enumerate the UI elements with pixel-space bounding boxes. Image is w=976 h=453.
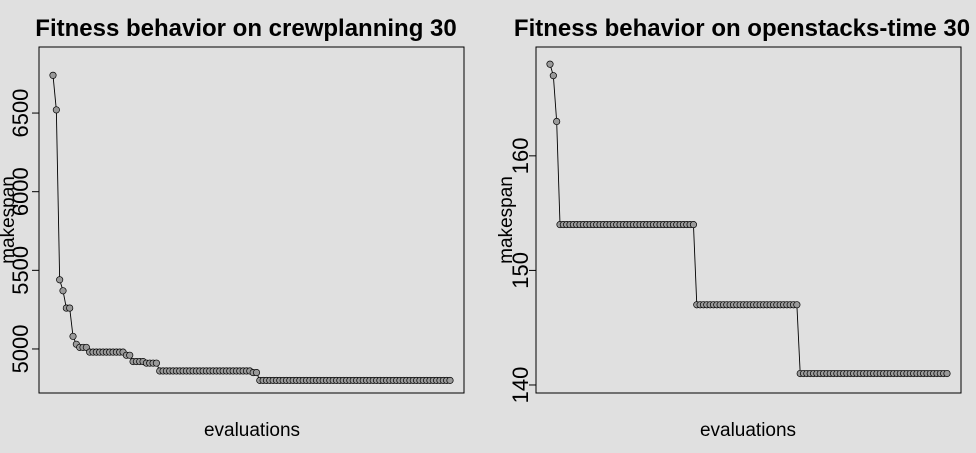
panel-1-plot-area: [38, 46, 465, 394]
panel-1-data-point: [66, 304, 74, 312]
panel-2-y-tick-label: 160: [508, 137, 533, 174]
panel-2-y-axis-label: makespan: [496, 176, 517, 264]
panel-1-title: Fitness behavior on crewplanning 30: [35, 15, 456, 42]
panel-1-data-point: [56, 276, 64, 284]
panel-1-y-tick-label: 5000: [8, 324, 33, 373]
panel-1-y-tick-label: 6000: [8, 167, 33, 216]
panel-1-y-ticks: 5000 5500 6000 6500: [8, 89, 39, 373]
panel-2-y-tick-label: 150: [508, 252, 533, 289]
panel-1-y-tick-label: 5500: [8, 246, 33, 295]
panel-2-x-axis-label: evaluations: [700, 420, 796, 441]
panel-1-data-point: [126, 351, 134, 359]
panel-1-data-point: [446, 376, 454, 384]
panel-2: Fitness behavior on openstacks-time 30 e…: [496, 15, 970, 441]
panel-1-data-point: [252, 369, 261, 377]
panel-1: Fitness behavior on crewplanning 30 eval…: [0, 15, 465, 441]
panel-1-data-point: [82, 343, 90, 351]
panel-2-y-ticks: 140 150 160: [508, 137, 536, 403]
panel-1-data-point: [49, 71, 57, 79]
panel-2-title: Fitness behavior on openstacks-time 30: [514, 15, 970, 42]
panel-1-series-line: [52, 75, 450, 381]
panel-1-x-axis-label: evaluations: [204, 420, 300, 441]
panel-2-data-point: [553, 117, 561, 126]
panel-1-data-point: [152, 359, 160, 367]
panel-2-data-point: [546, 60, 554, 68]
panel-1-data-point: [59, 287, 67, 295]
panel-1-y-axis-label: makespan: [0, 176, 19, 264]
panel-2-plot-area: [535, 46, 962, 394]
panel-2-data-point: [689, 221, 698, 229]
panel-2-data-point: [943, 369, 951, 378]
panel-2-points: [546, 60, 951, 378]
panel-2-data-point: [549, 72, 557, 80]
panel-2-data-point: [793, 301, 801, 309]
panel-1-points: [49, 71, 454, 384]
panel-1-y-tick-label: 6500: [8, 89, 33, 138]
panel-2-y-tick-label: 140: [508, 367, 533, 404]
panel-2-series-line: [549, 64, 947, 374]
panel-1-data-point: [52, 106, 60, 114]
panel-1-data-point: [69, 332, 77, 340]
